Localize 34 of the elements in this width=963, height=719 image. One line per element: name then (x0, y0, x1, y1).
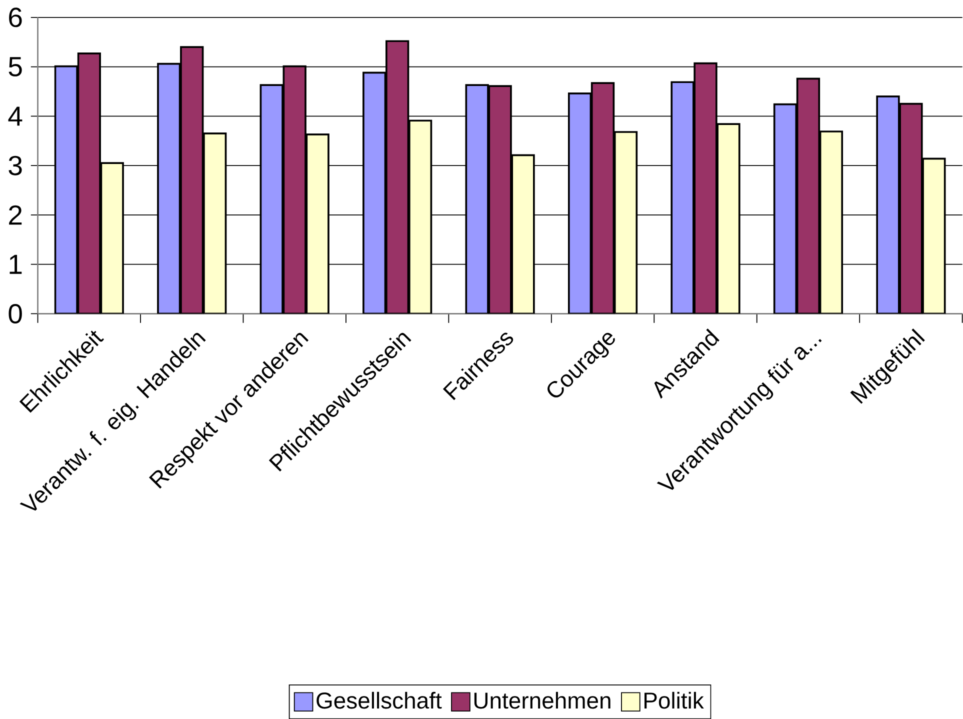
y-tick-label: 2 (9, 205, 22, 224)
legend-label: Politik (644, 692, 704, 709)
bar (362, 72, 386, 314)
bar (899, 102, 923, 314)
y-tick-label: 3 (8, 156, 22, 176)
bar (282, 65, 306, 314)
bar (54, 65, 78, 314)
y-tick-label: 4 (8, 106, 22, 126)
bar (260, 84, 284, 314)
bar (465, 84, 489, 314)
bar (77, 52, 101, 314)
bar (488, 85, 512, 314)
bar (796, 78, 820, 314)
bar (670, 81, 694, 314)
y-tick-label: 1 (10, 254, 22, 274)
bar (568, 92, 592, 314)
y-tick-label: 0 (8, 304, 22, 324)
bar (590, 82, 615, 314)
legend-label: Unternehmen (474, 692, 610, 709)
bar (694, 62, 718, 314)
bar (876, 95, 900, 314)
bar (100, 162, 124, 314)
bar (819, 130, 844, 314)
y-tick-label: 6 (9, 8, 22, 28)
y-tick-label: 5 (8, 57, 22, 76)
bar (511, 154, 535, 314)
bar (203, 132, 227, 314)
bar (385, 40, 410, 314)
bar (716, 123, 740, 314)
bar (408, 120, 432, 314)
bar (922, 158, 946, 314)
legend-label: Gesellschaft (316, 692, 442, 709)
bar (306, 133, 330, 314)
bar (157, 62, 181, 314)
